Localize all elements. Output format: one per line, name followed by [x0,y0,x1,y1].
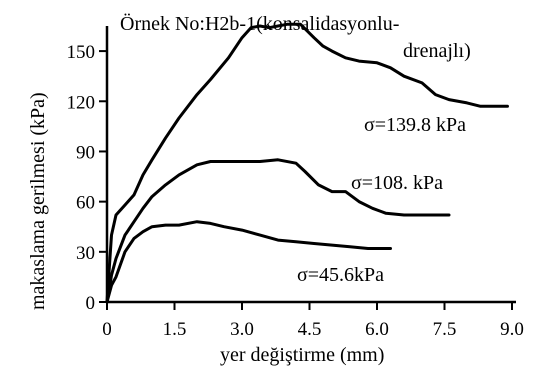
y-ticks: 0 30 60 90 120 150 [67,42,107,314]
x-tick-label: 1.5 [163,319,187,340]
series-label-1: σ=139.8 kPa [364,114,466,136]
x-tick-label: 3.0 [230,319,254,340]
x-tick-label: 6.0 [365,319,389,340]
x-tick-label: 7.5 [433,319,457,340]
x-tick-label: 4.5 [298,319,322,340]
chart-title-line-2: drenajlı) [403,40,471,62]
x-tick-label: 0 [102,319,112,340]
series-line-2 [105,158,451,304]
y-tick-label: 0 [86,293,96,314]
plot-frame [105,26,516,304]
y-axis-title: makaslama gerilmesi (kPa) [27,92,49,310]
y-tick-label: 120 [67,92,96,113]
series-line-3 [105,220,392,304]
x-tick-label: 9.0 [500,319,524,340]
series-label-3: σ=45.6kPa [297,264,384,286]
x-axis-title: yer değiştirme (mm) [220,344,384,366]
series-line-1 [105,22,509,304]
series-lines [105,22,509,304]
y-tick-label: 150 [67,42,96,63]
series-label-2: σ=108. kPa [351,172,443,194]
chart-title-line-1: Örnek No:H2b-1(konsalidasyonlu- [120,12,399,35]
x-ticks: 0 1.5 3.0 4.5 6.0 7.5 9.0 [102,302,524,340]
y-tick-label: 30 [76,243,95,264]
y-tick-label: 60 [76,193,95,214]
y-tick-label: 90 [76,142,95,163]
